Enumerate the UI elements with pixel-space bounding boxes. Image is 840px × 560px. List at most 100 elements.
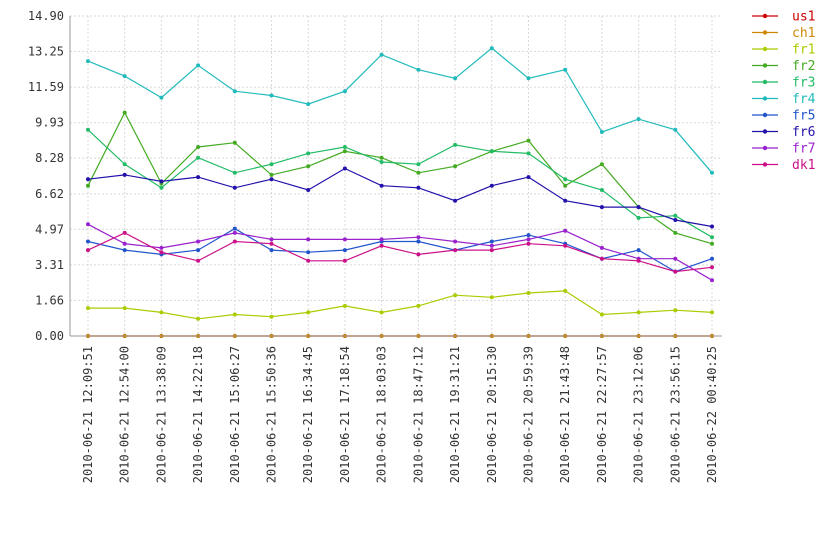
data-point-fr6 [122,172,127,177]
grid-lines [70,15,722,337]
series-dk1 [86,230,714,274]
data-point-fr4 [159,95,164,100]
x-tick-label: 2010-06-21 12:54:00 [118,346,132,483]
x-tick-label: 2010-06-22 00:40:25 [705,346,719,483]
legend-swatch-marker [762,112,768,118]
data-point-fr2 [122,110,127,115]
y-axis-ticks: 0.00 1.66 3.31 4.97 6.62 8.28 9.93 11.59 13.25 14… [28,9,64,343]
data-point-fr7 [122,241,127,246]
data-point-fr2 [710,241,714,246]
x-tick-label: 2010-06-21 14:22:18 [191,346,205,483]
x-tick-label: 2010-06-21 16:34:45 [301,346,315,483]
data-point-fr4 [306,102,311,107]
data-point-fr6 [306,188,311,192]
data-point-fr1 [379,310,384,315]
data-point-fr5 [196,248,201,253]
data-point-fr6 [379,183,384,188]
data-point-fr6 [86,177,90,182]
legend-swatch-marker [762,46,768,52]
data-point-fr6 [489,183,494,188]
data-point-fr3 [306,151,311,156]
data-point-fr5 [86,239,90,244]
legend-item-dk1: dk1 [752,158,815,173]
data-point-fr6 [159,179,164,184]
data-point-fr2 [196,145,201,149]
data-point-dk1 [526,241,531,246]
legend-swatch-marker [762,30,768,35]
legend-label: fr2 [792,59,815,74]
legend-swatch-marker [762,63,768,68]
legend-label: fr6 [792,125,815,140]
data-point-fr7 [673,256,678,261]
y-tick-label: 1.66 [35,293,64,307]
legend-item-fr3: fr3 [752,76,815,91]
data-point-fr4 [599,130,604,134]
data-point-fr6 [673,218,678,222]
legend-label: fr7 [792,142,815,157]
data-point-fr7 [453,239,458,244]
data-point-fr6 [269,177,274,182]
data-point-fr6 [563,198,568,203]
x-tick-label: 2010-06-21 18:47:12 [411,346,425,483]
x-tick-label: 2010-06-21 20:15:30 [485,346,499,483]
data-point-fr4 [416,67,421,72]
series-fr3 [86,127,714,240]
data-point-fr5 [342,248,347,253]
legend-label: ch1 [792,26,815,41]
data-point-fr7 [306,237,311,242]
data-point-fr2 [526,138,531,143]
legend-label: fr3 [792,76,815,91]
data-point-fr2 [673,230,678,235]
x-tick-label: 2010-06-21 22:27:57 [595,346,609,483]
data-point-fr3 [673,213,678,218]
data-point-fr3 [342,145,347,149]
data-point-dk1 [342,258,347,263]
data-point-fr7 [599,245,604,250]
data-point-fr4 [232,89,237,94]
data-point-fr7 [159,245,164,250]
data-point-fr5 [636,248,641,253]
x-tick-label: 2010-06-21 17:18:54 [338,346,352,483]
data-point-fr1 [159,310,164,315]
data-point-fr7 [563,228,568,233]
data-point-fr1 [599,312,604,317]
data-point-fr3 [526,151,531,156]
series-fr6 [86,166,714,229]
series-line-fr4 [87,47,713,174]
data-point-dk1 [453,248,458,253]
data-point-fr5 [489,239,494,244]
data-point-fr6 [636,205,641,210]
legend-swatch-marker [762,129,768,134]
data-point-fr1 [269,314,274,319]
x-tick-label: 2010-06-21 23:12:06 [632,346,646,483]
data-point-fr2 [306,164,311,169]
x-tick-label: 2010-06-21 21:43:48 [558,346,572,483]
data-point-fr3 [710,235,714,240]
data-point-fr3 [563,177,568,182]
data-point-dk1 [269,241,274,246]
x-tick-label: 2010-06-21 15:06:27 [228,346,242,483]
data-point-fr1 [122,306,127,311]
data-point-fr7 [196,239,201,244]
data-point-fr4 [86,59,90,64]
series-fr7 [86,222,714,283]
series-fr4 [86,46,714,175]
data-point-fr3 [269,162,274,167]
data-point-fr5 [526,233,531,238]
y-tick-label: 14.90 [28,9,64,23]
data-point-fr1 [416,303,421,308]
data-point-fr7 [269,237,274,242]
data-point-fr4 [122,74,127,79]
data-point-fr1 [710,310,714,315]
legend-swatch-marker [762,145,768,151]
data-point-fr4 [489,46,494,51]
data-point-fr1 [196,316,201,321]
series-line-fr3 [87,129,713,238]
legend-swatch-marker [762,79,768,85]
data-point-dk1 [416,252,421,257]
data-point-fr7 [379,237,384,242]
data-point-dk1 [122,230,127,235]
data-point-fr4 [196,63,201,68]
data-point-fr2 [379,155,384,160]
